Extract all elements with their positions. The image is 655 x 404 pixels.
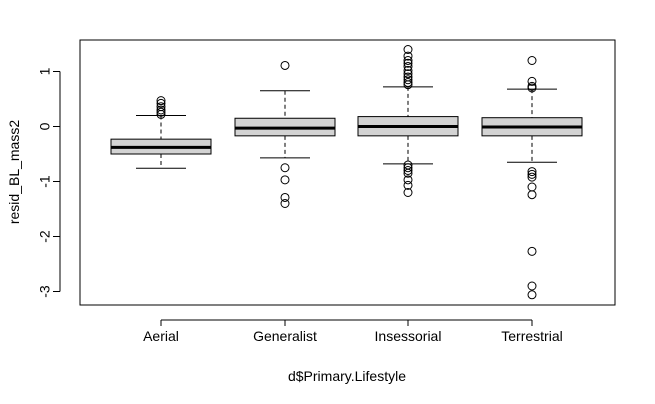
outlier-point — [403, 45, 413, 54]
outlier-point — [403, 163, 413, 173]
y-axis: 1 0 -1 -2 -3 — [37, 67, 61, 298]
outlier-point — [403, 175, 413, 185]
box-aerial — [110, 96, 212, 169]
outlier-point — [403, 51, 413, 61]
y-tick-label: 1 — [37, 67, 53, 75]
outlier-point — [527, 172, 537, 182]
outlier-point — [527, 167, 537, 177]
outlier-point — [403, 78, 413, 87]
x-tick-label: Aerial — [143, 328, 179, 344]
outlier-point — [527, 83, 537, 93]
outlier-point — [403, 75, 413, 85]
outlier-point — [527, 56, 537, 65]
box-insessorial — [357, 45, 459, 197]
outlier-point — [280, 60, 290, 70]
outlier-point — [403, 62, 413, 72]
x-tick-label: Generalist — [253, 328, 317, 344]
outlier-point — [527, 281, 537, 291]
outlier-point — [156, 98, 166, 108]
outlier-point — [280, 199, 290, 208]
outlier-point — [403, 180, 413, 190]
outlier-point — [527, 76, 537, 86]
box-terrestrial — [481, 56, 583, 300]
outlier-point — [156, 109, 166, 119]
outlier-point — [527, 190, 537, 200]
y-tick-label: -2 — [37, 230, 53, 243]
outlier-point — [280, 192, 290, 202]
outlier-point — [156, 96, 166, 106]
x-axis-label: d$Primary.Lifestyle — [288, 368, 406, 384]
outlier-point — [403, 56, 413, 65]
outlier-point — [403, 168, 413, 178]
outlier-point — [280, 163, 290, 173]
outlier-point — [403, 188, 413, 197]
x-axis: Aerial Generalist Insessorial Terrestrial — [143, 319, 563, 344]
outlier-point — [527, 246, 537, 256]
outlier-point — [403, 166, 413, 175]
outlier-point — [527, 290, 537, 300]
outlier-point — [403, 58, 413, 68]
box-series — [110, 45, 583, 300]
outlier-point — [403, 69, 413, 79]
outlier-point — [527, 182, 537, 192]
y-axis-label: resid_BL_mass2 — [6, 120, 22, 224]
y-tick-label: 0 — [37, 122, 53, 130]
outlier-point — [156, 105, 166, 115]
outlier-point — [403, 80, 413, 90]
plot-frame — [79, 39, 616, 306]
y-tick-label: -3 — [37, 285, 53, 298]
outlier-point — [527, 169, 537, 179]
x-tick-label: Insessorial — [375, 328, 442, 344]
outlier-point — [280, 175, 290, 185]
x-tick-label: Terrestrial — [501, 328, 562, 344]
outlier-point — [156, 107, 166, 117]
outlier-point — [403, 65, 413, 75]
box-generalist — [234, 60, 336, 208]
y-tick-label: -1 — [37, 175, 53, 188]
